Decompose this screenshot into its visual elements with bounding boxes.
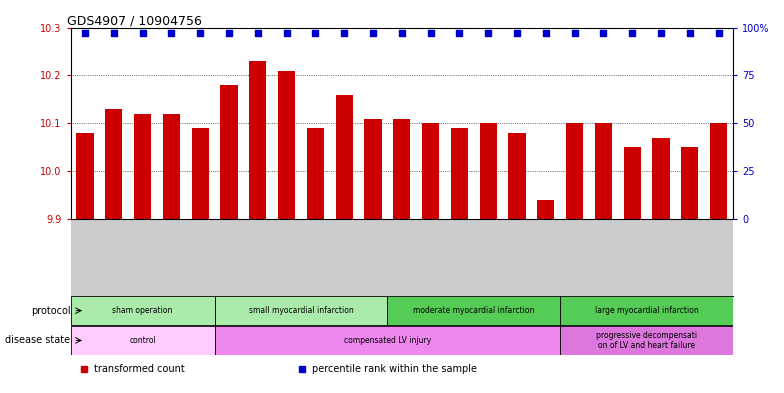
Point [395, 30, 408, 37]
Bar [134, 114, 151, 219]
Bar [652, 138, 670, 219]
Bar [681, 147, 699, 219]
Bar [249, 61, 267, 219]
Point [713, 30, 725, 37]
Bar [191, 128, 209, 219]
Bar [278, 71, 296, 219]
Text: compensated LV injury: compensated LV injury [343, 336, 431, 345]
Text: control: control [129, 336, 156, 345]
Text: large myocardial infarction: large myocardial infarction [595, 306, 699, 315]
Text: moderate myocardial infarction: moderate myocardial infarction [413, 306, 535, 315]
Point [194, 30, 206, 37]
Bar [451, 128, 468, 219]
Point [655, 30, 667, 37]
Bar [508, 133, 525, 219]
Point [510, 30, 523, 37]
Bar [537, 200, 554, 219]
Point [453, 30, 466, 37]
Bar [561, 326, 733, 355]
Point [165, 30, 178, 37]
Point [684, 30, 696, 37]
Point [136, 30, 149, 37]
Point [281, 30, 293, 37]
Bar [365, 119, 382, 219]
Bar [561, 296, 733, 325]
Point [107, 30, 120, 37]
Bar [71, 296, 215, 325]
Bar [422, 123, 439, 219]
Bar [307, 128, 324, 219]
Bar [566, 123, 583, 219]
Point [223, 30, 235, 37]
Bar [76, 133, 93, 219]
Text: GDS4907 / 10904756: GDS4907 / 10904756 [67, 15, 202, 28]
Point [482, 30, 495, 37]
Point [338, 30, 350, 37]
Bar [623, 147, 641, 219]
Bar [163, 114, 180, 219]
Text: percentile rank within the sample: percentile rank within the sample [312, 364, 477, 374]
Point [367, 30, 379, 37]
Text: progressive decompensati
on of LV and heart failure: progressive decompensati on of LV and he… [596, 331, 697, 350]
Point [568, 30, 581, 37]
Bar [595, 123, 612, 219]
Bar [220, 85, 238, 219]
Text: sham operation: sham operation [112, 306, 172, 315]
Bar [336, 95, 353, 219]
Bar [105, 109, 122, 219]
Bar [710, 123, 728, 219]
Bar [387, 296, 561, 325]
Point [309, 30, 321, 37]
Bar [215, 296, 387, 325]
Bar [215, 326, 561, 355]
Point [78, 30, 91, 37]
Point [626, 30, 638, 37]
Bar [480, 123, 497, 219]
Point [424, 30, 437, 37]
Point [539, 30, 552, 37]
Bar [71, 326, 215, 355]
Text: protocol: protocol [31, 306, 71, 316]
Point [597, 30, 610, 37]
Text: transformed count: transformed count [94, 364, 184, 374]
Text: small myocardial infarction: small myocardial infarction [249, 306, 354, 315]
Point [252, 30, 264, 37]
Bar [393, 119, 411, 219]
Text: disease state: disease state [5, 336, 71, 345]
